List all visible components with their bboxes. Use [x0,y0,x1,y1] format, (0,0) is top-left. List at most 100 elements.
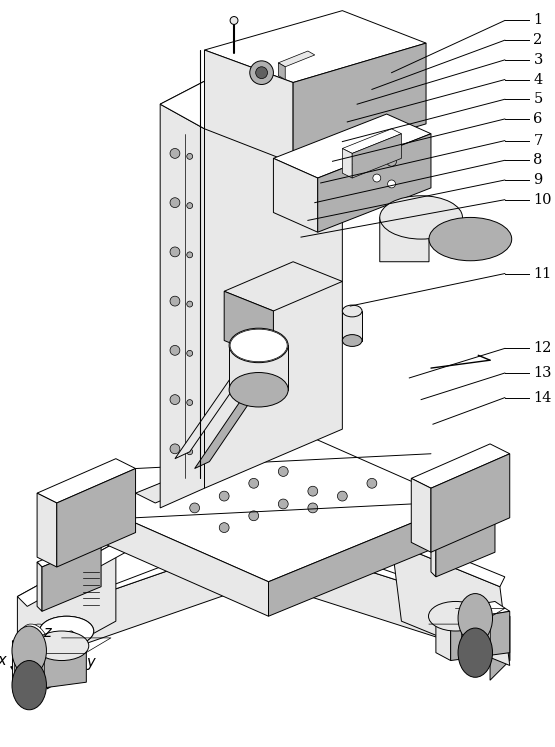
Polygon shape [204,10,426,82]
Text: 11: 11 [533,267,552,281]
Polygon shape [317,134,431,232]
Polygon shape [101,429,461,582]
Polygon shape [12,631,87,651]
Ellipse shape [19,624,49,668]
Polygon shape [37,493,57,567]
Circle shape [170,444,180,453]
Ellipse shape [12,626,47,675]
Circle shape [187,301,193,307]
Circle shape [170,149,180,158]
Ellipse shape [34,631,89,660]
Circle shape [387,180,396,188]
Ellipse shape [229,328,288,362]
Polygon shape [37,527,509,616]
Polygon shape [37,537,509,660]
Polygon shape [269,503,461,616]
Polygon shape [431,527,436,577]
Polygon shape [342,149,352,178]
Polygon shape [14,651,44,685]
Ellipse shape [380,196,462,239]
Circle shape [373,174,381,182]
Ellipse shape [27,624,57,668]
Text: 9: 9 [533,173,543,187]
Ellipse shape [12,660,47,710]
Polygon shape [279,63,285,80]
Polygon shape [274,114,431,178]
Circle shape [170,345,180,356]
Circle shape [170,297,180,306]
Polygon shape [57,468,135,567]
Text: 6: 6 [533,112,543,126]
Polygon shape [431,453,509,552]
Polygon shape [229,345,288,390]
Text: 5: 5 [533,93,543,106]
Circle shape [187,252,193,258]
Circle shape [387,156,396,167]
Ellipse shape [342,305,362,317]
Polygon shape [342,128,401,153]
Polygon shape [160,104,204,508]
Polygon shape [42,542,101,611]
Polygon shape [160,35,342,128]
Polygon shape [392,542,509,666]
Circle shape [249,478,259,489]
Polygon shape [37,616,57,681]
Text: 7: 7 [533,134,543,148]
Ellipse shape [230,329,287,362]
Polygon shape [436,611,451,660]
Circle shape [308,486,317,496]
Polygon shape [293,43,426,164]
Polygon shape [37,459,135,503]
Circle shape [187,202,193,208]
Polygon shape [411,478,431,552]
Circle shape [187,153,193,159]
Ellipse shape [39,616,94,645]
Polygon shape [352,134,401,178]
Circle shape [353,167,361,175]
Circle shape [279,467,288,477]
Circle shape [337,492,347,501]
Text: 12: 12 [533,341,552,356]
Polygon shape [204,50,293,164]
Polygon shape [411,444,509,489]
Circle shape [256,66,268,78]
Text: 3: 3 [533,53,543,67]
Circle shape [219,492,229,501]
Circle shape [230,16,238,25]
Text: 1: 1 [533,13,542,28]
Polygon shape [451,611,509,660]
Circle shape [187,350,193,356]
Circle shape [250,61,274,84]
Polygon shape [195,345,288,468]
Text: 13: 13 [533,366,552,380]
Polygon shape [160,35,342,128]
Polygon shape [431,503,495,533]
Polygon shape [224,291,274,360]
Text: z: z [43,625,51,640]
Polygon shape [135,429,313,503]
Polygon shape [274,158,317,232]
Polygon shape [12,641,27,690]
Polygon shape [436,601,509,622]
Polygon shape [380,217,429,261]
Circle shape [219,523,229,533]
Polygon shape [27,641,87,690]
Ellipse shape [428,601,483,631]
Ellipse shape [39,616,94,645]
Ellipse shape [458,628,492,678]
Ellipse shape [429,217,512,261]
Circle shape [367,478,377,489]
Text: x: x [0,653,6,668]
Polygon shape [101,508,269,616]
Polygon shape [490,616,509,681]
Circle shape [352,143,362,153]
Polygon shape [17,542,126,607]
Polygon shape [37,537,101,567]
Circle shape [187,449,193,455]
Polygon shape [175,331,274,459]
Circle shape [190,503,200,513]
Text: 2: 2 [533,33,543,47]
Polygon shape [204,60,342,489]
Polygon shape [436,508,495,577]
Text: 8: 8 [533,153,543,167]
